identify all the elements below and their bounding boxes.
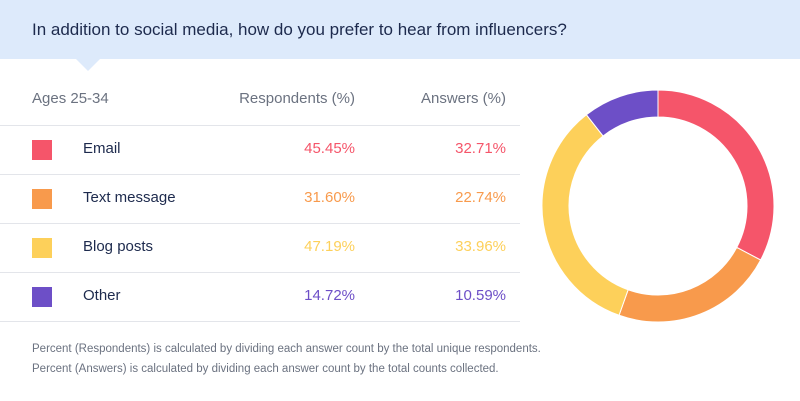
legend-swatch-text-message — [32, 189, 52, 209]
legend-swatch-blog-posts — [32, 238, 52, 258]
donut-slice-other — [585, 89, 659, 137]
question-header: In addition to social media, how do you … — [0, 0, 800, 71]
respondents-footnote: Percent (Respondents) is calculated by d… — [32, 343, 541, 355]
table-divider — [0, 174, 520, 175]
question-title: In addition to social media, how do you … — [32, 20, 567, 39]
answers-value: 33.96% — [455, 238, 506, 255]
respondents-value: 31.60% — [304, 189, 355, 206]
legend-swatch-email — [32, 140, 52, 160]
donut-slice-email — [657, 89, 775, 261]
respondents-value: 47.19% — [304, 238, 355, 255]
table-row: Email 45.45% 32.71% — [0, 125, 520, 174]
respondents-value: 14.72% — [304, 287, 355, 304]
answers-value: 32.71% — [455, 140, 506, 157]
legend-swatch-other — [32, 287, 52, 307]
answers-footnote: Percent (Answers) is calculated by divid… — [32, 363, 499, 375]
answers-column-header: Answers (%) — [420, 90, 506, 107]
table-divider — [0, 321, 520, 322]
table-row: Text message 31.60% 22.74% — [0, 174, 520, 223]
table-row: Other 14.72% 10.59% — [0, 272, 520, 321]
table-divider — [0, 125, 520, 126]
answers-value: 22.74% — [455, 189, 506, 206]
row-label: Text message — [83, 189, 176, 206]
table-divider — [0, 272, 520, 273]
header-pointer — [76, 59, 100, 71]
answers-value: 10.59% — [455, 287, 506, 304]
donut-chart — [541, 89, 775, 323]
respondents-value: 45.45% — [304, 140, 355, 157]
table-row: Blog posts 47.19% 33.96% — [0, 223, 520, 272]
table-divider — [0, 223, 520, 224]
row-label: Blog posts — [83, 238, 154, 255]
row-label: Other — [83, 287, 121, 304]
respondents-column-header: Respondents (%) — [239, 90, 355, 107]
donut-slice-text-message — [618, 246, 762, 323]
donut-slice-blog-posts — [541, 114, 629, 316]
row-label: Email — [83, 140, 121, 157]
age-group-label: Ages 25-34 — [32, 90, 109, 107]
